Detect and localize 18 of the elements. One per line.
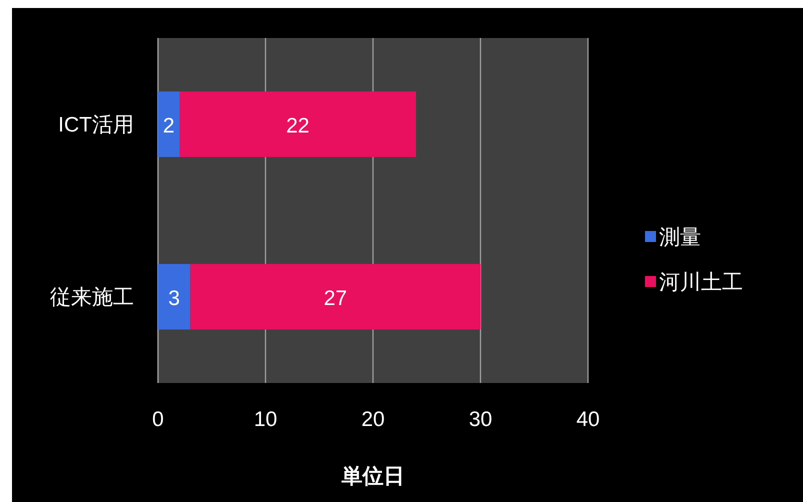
y-tick-label: 従来施工 [50, 286, 134, 309]
data-label: 22 [286, 114, 310, 138]
x-tick-label: 20 [361, 408, 385, 431]
data-label: 2 [162, 114, 175, 138]
bar [190, 264, 480, 330]
data-label: 3 [168, 286, 180, 310]
data-label: 27 [324, 286, 348, 310]
x-tick-label: 40 [576, 408, 600, 431]
legend-label: 測量 [659, 226, 701, 249]
x-axis-title: 単位日 [340, 465, 404, 488]
bar [158, 264, 190, 330]
bar [158, 91, 180, 158]
bar [180, 91, 416, 158]
y-tick-label: ICT活用 [58, 113, 134, 136]
x-tick-label: 10 [254, 408, 278, 431]
x-tick-label: 30 [468, 408, 492, 431]
legend-label: 河川土工 [659, 271, 743, 294]
x-tick-label: 0 [152, 408, 164, 431]
